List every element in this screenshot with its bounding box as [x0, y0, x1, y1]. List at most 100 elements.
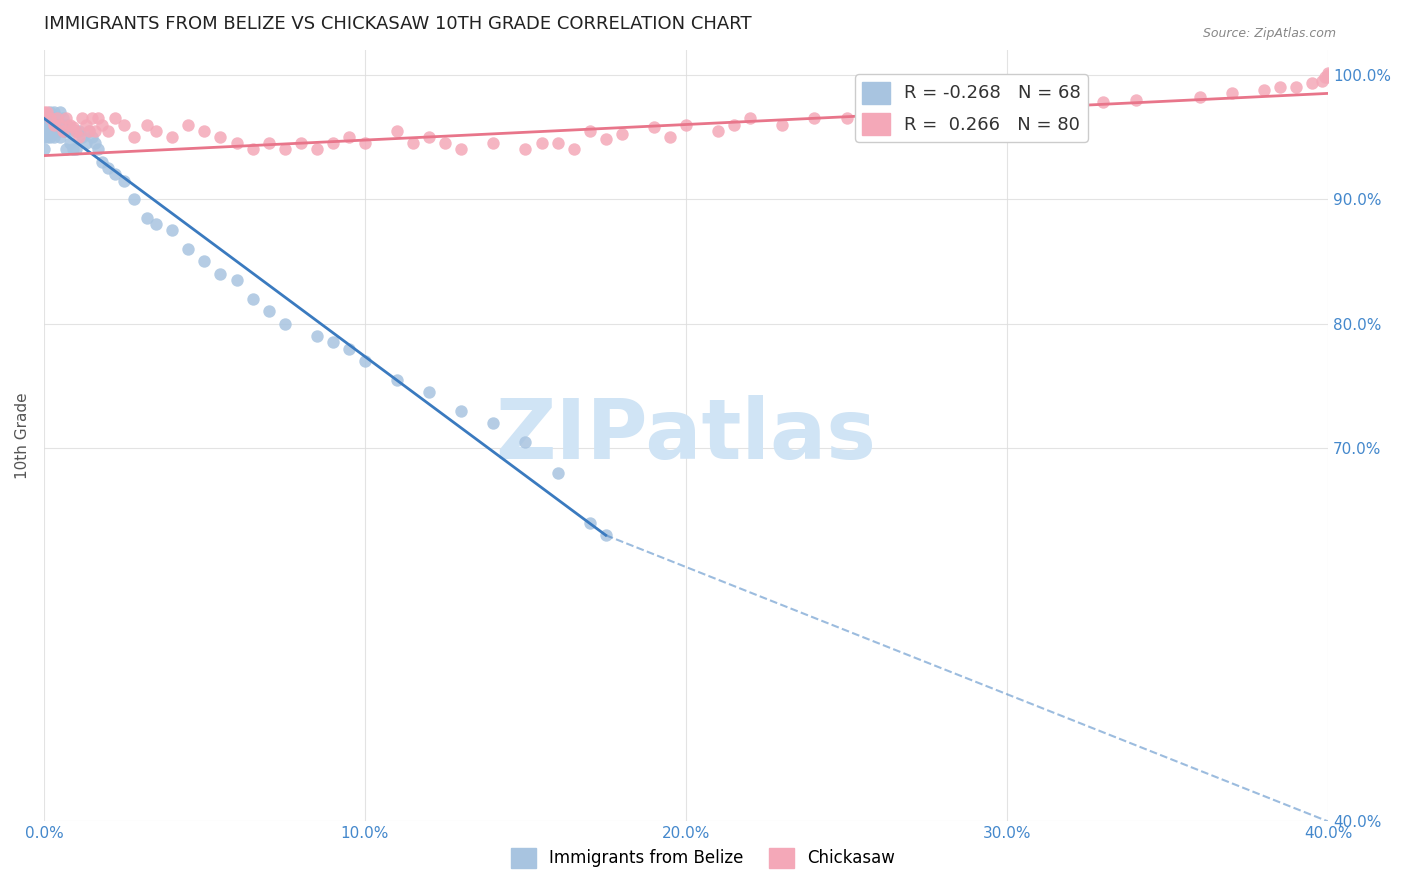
Point [835, 112, 858, 126]
Point [145, 124, 167, 138]
Point [305, 142, 328, 156]
Point [1253, 83, 1275, 97]
Point [39, 118, 62, 132]
Point [1028, 103, 1050, 117]
Point [55, 142, 77, 156]
Point [162, 223, 184, 237]
Point [84, 136, 107, 151]
Point [209, 267, 232, 281]
Point [52, 124, 75, 138]
Point [135, 211, 157, 225]
Point [49, 118, 72, 132]
Point [62, 124, 84, 138]
Point [193, 254, 215, 268]
Point [610, 128, 633, 142]
Text: IMMIGRANTS FROM BELIZE VS CHICKASAW 10TH GRADE CORRELATION CHART: IMMIGRANTS FROM BELIZE VS CHICKASAW 10TH… [44, 15, 752, 33]
Point [65, 124, 87, 138]
Point [273, 317, 295, 331]
Point [868, 105, 890, 120]
Point [450, 403, 472, 417]
Point [87, 142, 110, 156]
Point [305, 329, 328, 343]
Point [162, 130, 184, 145]
Point [39, 112, 62, 126]
Point [65, 124, 87, 138]
Point [52, 118, 75, 132]
Point [562, 142, 585, 156]
Point [932, 103, 955, 117]
Point [55, 112, 77, 126]
Point [547, 136, 569, 151]
Point [122, 130, 145, 145]
Point [385, 124, 408, 138]
Point [75, 136, 97, 151]
Point [803, 112, 825, 126]
Point [418, 130, 440, 145]
Point [97, 161, 120, 175]
Point [770, 118, 793, 132]
Point [225, 273, 247, 287]
Legend: Immigrants from Belize, Chickasaw: Immigrants from Belize, Chickasaw [505, 841, 901, 875]
Point [595, 132, 617, 146]
Point [39, 124, 62, 138]
Point [45, 118, 67, 132]
Point [35, 118, 58, 132]
Point [450, 142, 472, 156]
Point [32, 105, 55, 120]
Point [322, 136, 344, 151]
Point [65, 142, 87, 156]
Point [1285, 80, 1308, 95]
Point [42, 118, 65, 132]
Point [337, 130, 360, 145]
Point [75, 118, 97, 132]
Point [72, 112, 94, 126]
Point [67, 130, 90, 145]
Point [418, 385, 440, 400]
Point [42, 124, 65, 138]
Point [58, 118, 80, 132]
Point [402, 136, 425, 151]
Point [385, 373, 408, 387]
Point [354, 136, 377, 151]
Point [49, 105, 72, 120]
Point [1313, 70, 1336, 85]
Point [39, 130, 62, 145]
Point [90, 154, 112, 169]
Point [707, 124, 730, 138]
Point [482, 416, 505, 430]
Point [67, 124, 90, 138]
Point [337, 342, 360, 356]
Point [42, 118, 65, 132]
Point [257, 136, 280, 151]
Point [45, 124, 67, 138]
Point [112, 173, 135, 187]
Point [103, 112, 125, 126]
Point [515, 142, 537, 156]
Point [58, 136, 80, 151]
Point [49, 130, 72, 145]
Point [122, 192, 145, 206]
Point [723, 118, 745, 132]
Point [112, 118, 135, 132]
Text: ZIPatlas: ZIPatlas [495, 395, 876, 476]
Point [55, 124, 77, 138]
Point [62, 142, 84, 156]
Point [58, 120, 80, 134]
Point [49, 118, 72, 132]
Point [39, 105, 62, 120]
Point [482, 136, 505, 151]
Point [55, 118, 77, 132]
Point [42, 105, 65, 120]
Point [77, 124, 100, 138]
Point [97, 124, 120, 138]
Point [740, 112, 762, 126]
Point [530, 136, 553, 151]
Point [1188, 90, 1211, 104]
Legend: R = -0.268   N = 68, R =  0.266   N = 80: R = -0.268 N = 68, R = 0.266 N = 80 [855, 74, 1088, 142]
Point [32, 142, 55, 156]
Point [595, 528, 617, 542]
Point [35, 130, 58, 145]
Point [145, 217, 167, 231]
Point [45, 112, 67, 126]
Point [42, 112, 65, 126]
